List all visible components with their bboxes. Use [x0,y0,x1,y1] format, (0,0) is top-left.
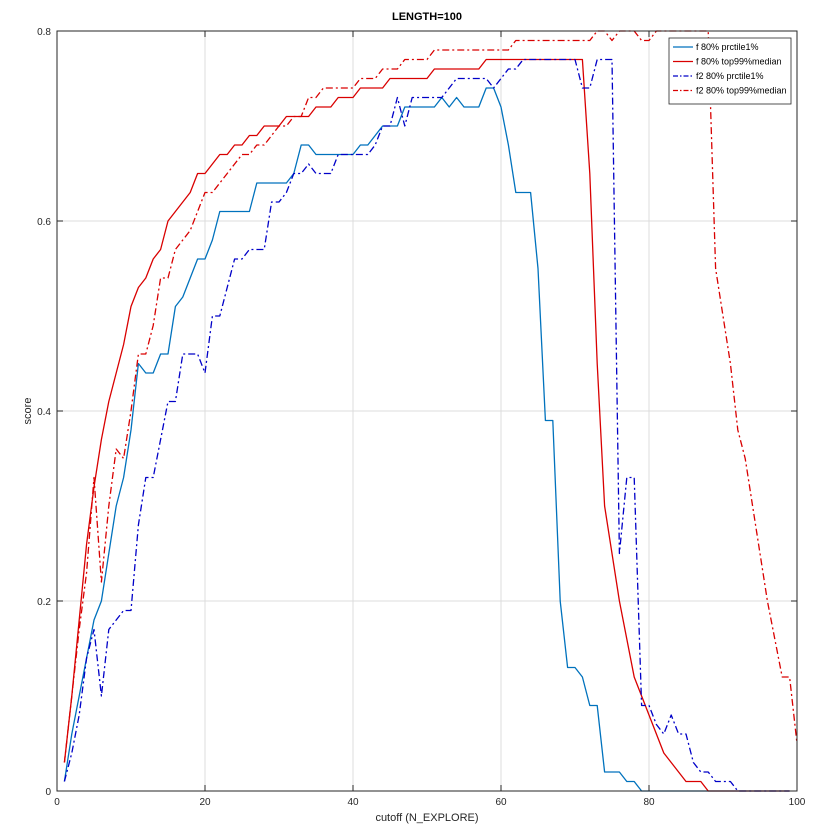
x-tick-label: 40 [347,797,359,808]
legend-entry: f 80% top99%median [696,57,782,67]
legend: f 80% prctile1% f 80% top99%median f2 80% … [668,37,792,105]
series-line-3 [63,58,790,792]
axis-ticks: 0 20 40 60 80 100 0 0.2 0.4 0.6 0.8 [37,27,806,808]
y-tick-label: 0.4 [37,407,51,418]
legend-entry: f2 80% top99%median [696,86,787,96]
x-tick-label: 60 [495,797,507,808]
x-tick-label: 20 [199,797,211,808]
y-tick-label: 0.2 [37,597,51,608]
y-tick-label: 0 [45,787,51,798]
legend-entry: f 80% prctile1% [696,42,759,52]
y-tick-label: 0.8 [37,27,51,38]
x-tick-label: 0 [54,797,60,808]
chart-title: LENGTH=100 [392,11,462,23]
x-axis-label: cutoff (N_EXPLORE) [375,812,478,824]
y-tick-label: 0.6 [37,217,51,228]
y-axis-label: score [22,398,34,425]
series-line-1 [63,87,790,792]
x-tick-label: 80 [643,797,655,808]
series-line-2 [63,58,790,792]
legend-box [668,37,792,105]
legend-entry: f2 80% prctile1% [696,71,764,81]
x-tick-label: 100 [789,797,806,808]
